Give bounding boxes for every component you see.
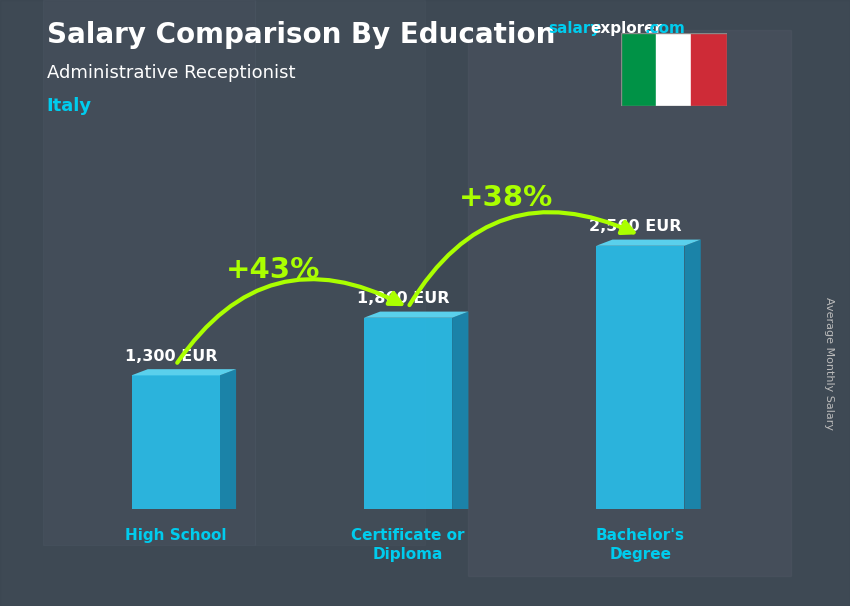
Text: Certificate or
Diploma: Certificate or Diploma xyxy=(351,528,465,562)
Bar xyxy=(620,33,656,106)
Polygon shape xyxy=(596,246,684,509)
Text: explorer: explorer xyxy=(591,21,663,36)
Polygon shape xyxy=(364,318,452,509)
Text: High School: High School xyxy=(125,528,226,542)
Text: +38%: +38% xyxy=(458,184,552,213)
Bar xyxy=(468,30,790,576)
Text: 2,560 EUR: 2,560 EUR xyxy=(589,219,682,234)
Text: salary: salary xyxy=(548,21,601,36)
Text: 1,860 EUR: 1,860 EUR xyxy=(357,291,450,306)
Bar xyxy=(255,0,425,545)
Bar xyxy=(42,0,255,545)
Text: +43%: +43% xyxy=(226,256,320,284)
Text: 1,300 EUR: 1,300 EUR xyxy=(125,348,218,364)
Polygon shape xyxy=(684,239,700,509)
Text: Salary Comparison By Education: Salary Comparison By Education xyxy=(47,21,555,49)
Bar xyxy=(691,33,727,106)
Polygon shape xyxy=(220,369,236,509)
Polygon shape xyxy=(452,311,468,509)
Text: .com: .com xyxy=(644,21,685,36)
Text: Average Monthly Salary: Average Monthly Salary xyxy=(824,297,834,430)
Polygon shape xyxy=(132,369,236,375)
Text: Bachelor's
Degree: Bachelor's Degree xyxy=(596,528,685,562)
Bar xyxy=(656,33,691,106)
Polygon shape xyxy=(132,375,220,509)
Text: Administrative Receptionist: Administrative Receptionist xyxy=(47,64,295,82)
Polygon shape xyxy=(596,239,700,246)
Text: Italy: Italy xyxy=(47,97,92,115)
Polygon shape xyxy=(364,311,468,318)
